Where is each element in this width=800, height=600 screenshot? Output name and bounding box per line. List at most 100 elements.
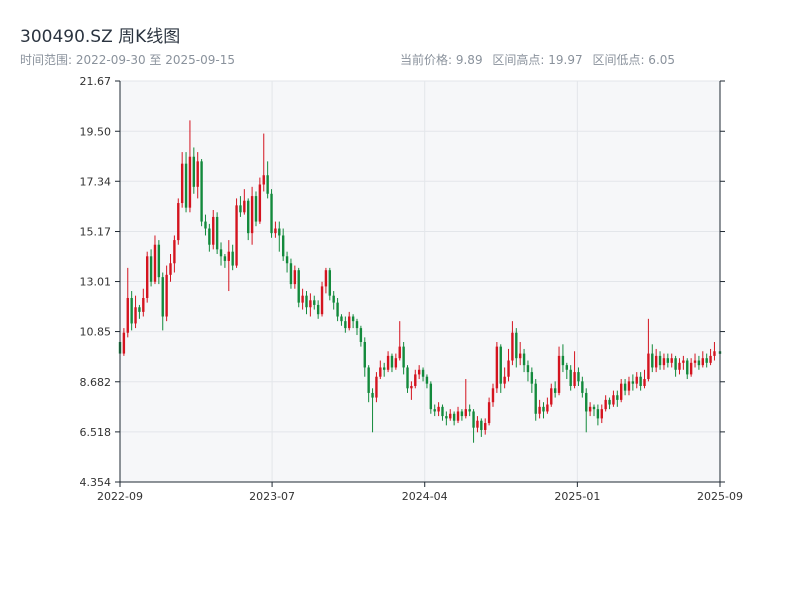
candle-body bbox=[371, 392, 374, 398]
candle-body bbox=[258, 184, 262, 222]
candle-body bbox=[592, 406, 596, 410]
candle-body bbox=[499, 346, 502, 384]
candle bbox=[526, 360, 530, 382]
candle-body bbox=[149, 256, 153, 282]
candle-body bbox=[200, 161, 203, 222]
candle-body bbox=[293, 270, 297, 285]
candle bbox=[332, 291, 335, 310]
candle-body bbox=[309, 300, 312, 308]
candle-body bbox=[328, 270, 332, 296]
candle bbox=[588, 402, 592, 417]
candle bbox=[138, 304, 141, 319]
candle-body bbox=[647, 353, 650, 380]
candle-body bbox=[693, 360, 697, 363]
candle-body bbox=[231, 251, 234, 266]
candle bbox=[585, 388, 588, 433]
candle-body bbox=[464, 409, 467, 417]
candle-body bbox=[557, 355, 561, 393]
candle-body bbox=[445, 416, 448, 419]
candle-body bbox=[546, 404, 549, 412]
candle-body bbox=[588, 406, 592, 412]
candle-body bbox=[122, 332, 126, 354]
candle-body bbox=[410, 385, 413, 389]
candle-body bbox=[425, 376, 429, 384]
candle bbox=[480, 418, 483, 437]
candle bbox=[647, 318, 650, 382]
y-tick-label: 8.682 bbox=[80, 376, 112, 389]
y-axis-ticks: 21.67 19.50 17.34 15.17 13.01 10.85 8.682 6.518… bbox=[80, 75, 725, 489]
candle bbox=[149, 249, 153, 287]
x-tick-label: 2025-09 bbox=[697, 490, 743, 503]
candle bbox=[542, 402, 545, 419]
candle bbox=[495, 341, 499, 393]
candle-body bbox=[305, 295, 308, 308]
candle bbox=[654, 348, 658, 373]
candle bbox=[503, 367, 506, 389]
candle bbox=[297, 267, 300, 308]
candle-body bbox=[620, 383, 623, 400]
candle bbox=[250, 186, 254, 245]
candle-body bbox=[550, 388, 553, 405]
candle-body bbox=[437, 406, 440, 412]
candle-body bbox=[363, 341, 366, 368]
candle-body bbox=[600, 409, 603, 419]
candle-body bbox=[134, 307, 137, 324]
candle-body bbox=[565, 365, 569, 370]
candle-body bbox=[623, 383, 627, 391]
candle bbox=[200, 159, 203, 227]
date-range-label: 时间范围: 2022-09-30 至 2025-09-15 bbox=[20, 53, 235, 67]
candle-body bbox=[456, 411, 460, 421]
candle-body bbox=[472, 411, 475, 428]
candle-body bbox=[705, 358, 708, 363]
candle-body bbox=[553, 388, 557, 393]
candle-body bbox=[449, 413, 452, 419]
candle bbox=[247, 198, 250, 241]
candle bbox=[635, 372, 638, 389]
candle bbox=[351, 314, 355, 329]
candle bbox=[484, 418, 487, 435]
candle-body bbox=[480, 420, 483, 430]
candle bbox=[258, 177, 262, 224]
candle bbox=[196, 152, 199, 199]
candle bbox=[371, 388, 374, 433]
candle-body bbox=[503, 376, 506, 384]
candle bbox=[631, 374, 635, 391]
candle-body bbox=[153, 244, 157, 282]
candle-body bbox=[177, 203, 180, 241]
candle bbox=[511, 321, 514, 366]
candle bbox=[697, 355, 701, 370]
candle bbox=[608, 397, 611, 410]
candle bbox=[219, 242, 223, 266]
candle-body bbox=[651, 353, 654, 368]
candle bbox=[627, 376, 631, 396]
candle bbox=[499, 344, 502, 393]
candle-body bbox=[375, 376, 378, 398]
candle bbox=[550, 383, 553, 407]
candle bbox=[348, 311, 351, 331]
candle bbox=[651, 344, 654, 373]
candle-body bbox=[538, 406, 541, 414]
candle-body bbox=[526, 365, 530, 373]
candle bbox=[534, 379, 537, 421]
candle bbox=[398, 321, 401, 361]
candle bbox=[367, 365, 370, 403]
candle bbox=[623, 379, 627, 396]
candle-body bbox=[208, 228, 211, 245]
candle bbox=[254, 191, 258, 227]
candle-body bbox=[320, 286, 324, 315]
candle-body bbox=[161, 277, 164, 317]
candle bbox=[142, 288, 145, 317]
candle bbox=[464, 379, 467, 419]
candle bbox=[437, 402, 440, 417]
candle-body bbox=[639, 376, 642, 386]
candle bbox=[491, 383, 495, 407]
candle bbox=[425, 374, 429, 389]
candle bbox=[344, 316, 347, 333]
y-tick-label: 17.34 bbox=[80, 175, 112, 188]
candle bbox=[460, 409, 464, 421]
candle bbox=[476, 416, 479, 433]
candle bbox=[643, 369, 646, 389]
candle-body bbox=[402, 346, 405, 368]
candle-body bbox=[266, 175, 269, 194]
candle bbox=[689, 358, 693, 377]
